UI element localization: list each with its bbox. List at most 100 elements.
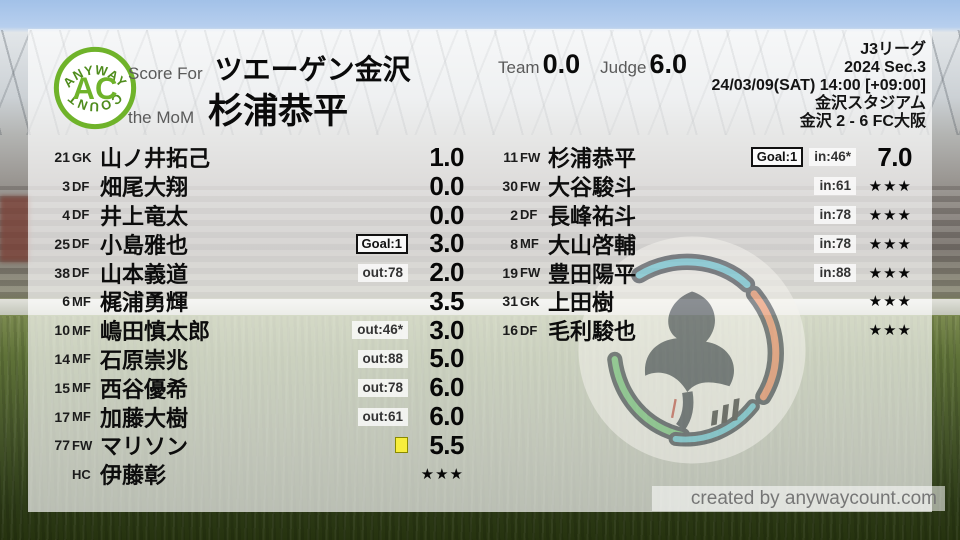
player-position: FW — [520, 265, 541, 281]
player-number: 38 — [54, 264, 70, 281]
player-rating: ★★★ — [868, 322, 912, 340]
player-position: MF — [72, 380, 91, 396]
player-row: 17 MF 加藤大樹 out:61 6.0 — [44, 401, 464, 431]
player-name: 大谷駿斗 — [548, 175, 637, 201]
match-result: 金沢 2 - 6 FC大阪 — [799, 113, 926, 130]
score-for-label: Score For — [128, 64, 203, 83]
score-for-line: Score For ツエーゲン金沢 — [128, 48, 411, 88]
player-rating: ★★★ — [868, 178, 912, 196]
venue-name: 金沢スタジアム — [815, 95, 926, 112]
player-row: 31 GK 上田樹 ★★★ — [492, 287, 912, 316]
player-rating: ★★★ — [420, 466, 464, 484]
player-position: DF — [72, 265, 90, 281]
player-name: 長峰祐斗 — [548, 204, 637, 229]
player-name: 杉浦恭平 — [548, 146, 637, 172]
player-position: FW — [520, 178, 541, 194]
player-position: MF — [72, 351, 91, 367]
player-name: 山ノ井拓己 — [100, 146, 211, 172]
substitution-badge: out:88 — [357, 349, 408, 368]
player-row: 25 DF 小島雅也 Goal:1 3.0 — [44, 228, 464, 259]
player-name: 小島雅也 — [100, 232, 189, 258]
player-number: 4 — [62, 206, 70, 223]
team-score-label: Team — [498, 58, 540, 77]
player-position: DF — [72, 178, 90, 194]
player-row: 11 FW 杉浦恭平 Goal:1 in:46* 7.0 — [492, 142, 912, 172]
team-judge-scores: Team 0.0 Judge 6.0 — [498, 49, 687, 80]
score-card: ANYWAY COUNT AC Score For ツエーゲン金沢 the Mo… — [28, 29, 932, 512]
stadium-stands-left-detail — [0, 196, 30, 262]
player-rating: 0.0 — [429, 199, 464, 230]
substitutes-list: 11 FW 杉浦恭平 Goal:1 in:46* 7.0 30 FW 大谷駿斗 … — [492, 142, 912, 345]
player-position: FW — [520, 149, 541, 165]
player-number: 15 — [54, 379, 70, 396]
player-row: 15 MF 西谷優希 out:78 6.0 — [44, 372, 464, 403]
player-position: HC — [72, 466, 91, 482]
credit-strip: created by anywaycount.com — [652, 486, 945, 511]
player-number: 30 — [502, 178, 518, 195]
player-rating: 6.0 — [429, 372, 464, 403]
player-name: マリソン — [100, 434, 189, 460]
team-score-value: 0.0 — [542, 49, 581, 79]
player-rating: 3.5 — [429, 285, 464, 316]
player-number: 31 — [502, 293, 518, 310]
player-number: 14 — [54, 350, 70, 367]
player-position: MF — [72, 293, 91, 309]
player-name: 山本義道 — [100, 261, 189, 287]
player-name: 石原崇兆 — [100, 347, 189, 373]
player-position: DF — [72, 207, 90, 223]
goal-badge: Goal:1 — [750, 147, 804, 168]
player-number: 17 — [54, 408, 70, 425]
player-position: MF — [520, 236, 539, 252]
player-number: 19 — [502, 264, 518, 281]
player-name: 上田樹 — [548, 290, 615, 316]
player-number: 25 — [54, 235, 70, 252]
league-name: J3リーグ — [860, 41, 926, 58]
player-rating: 1.0 — [429, 141, 464, 172]
player-name: 毛利駿也 — [548, 319, 637, 345]
player-position: DF — [520, 207, 538, 223]
player-name: 大山啓輔 — [548, 232, 637, 258]
player-name: 井上竜太 — [100, 204, 189, 229]
player-row: 19 FW 豊田陽平 in:88 ★★★ — [492, 258, 912, 287]
substitution-badge: in:46* — [809, 148, 856, 167]
soccer-ball-image — [578, 236, 806, 464]
player-row: 10 MF 嶋田慎太郎 out:46* 3.0 — [44, 314, 464, 345]
svg-text:AC: AC — [73, 71, 118, 106]
player-position: MF — [72, 409, 91, 425]
player-row: 16 DF 毛利駿也 ★★★ — [492, 316, 912, 345]
judge-score-value: 6.0 — [649, 49, 687, 79]
player-rating: 2.0 — [429, 257, 464, 288]
player-position: DF — [72, 236, 90, 252]
substitution-badge: in:78 — [814, 205, 856, 224]
player-row: 21 GK 山ノ井拓己 1.0 — [44, 141, 464, 172]
player-name: 西谷優希 — [100, 376, 189, 402]
player-rating: 0.0 — [429, 170, 464, 201]
player-rating: 3.0 — [429, 314, 464, 345]
player-row: 2 DF 長峰祐斗 in:78 ★★★ — [492, 201, 912, 230]
substitution-badge: out:61 — [357, 407, 408, 426]
player-row: 14 MF 石原崇兆 out:88 5.0 — [44, 343, 464, 373]
player-position: GK — [520, 293, 540, 309]
player-rating: ★★★ — [868, 206, 912, 224]
player-number: 6 — [62, 293, 70, 310]
player-row: 3 DF 畑尾大翔 0.0 — [44, 170, 464, 201]
substitution-badge: in:61 — [814, 177, 856, 196]
judge-score-label: Judge — [600, 58, 647, 77]
player-row: HC 伊藤彰 ★★★ — [44, 460, 464, 489]
starters-list: 21 GK 山ノ井拓己 1.0 3 DF 畑尾大翔 0.0 4 DF 井上竜太 … — [44, 141, 464, 489]
season-section: 2024 Sec.3 — [844, 59, 926, 76]
player-rating: 3.0 — [429, 228, 464, 259]
player-position: MF — [72, 322, 91, 338]
player-row: 4 DF 井上竜太 0.0 — [44, 199, 464, 230]
substitution-badge: out:46* — [352, 321, 408, 340]
player-row: 6 MF 梶浦勇輝 3.5 — [44, 285, 464, 316]
player-row: 77 FW マリソン 5.5 — [44, 430, 464, 460]
player-number: 10 — [54, 322, 70, 339]
player-rating: ★★★ — [868, 264, 912, 282]
player-number: 21 — [54, 149, 70, 166]
player-number: 77 — [54, 437, 70, 454]
player-row: 38 DF 山本義道 out:78 2.0 — [44, 257, 464, 288]
player-rating: ★★★ — [868, 235, 912, 253]
player-position: GK — [72, 149, 92, 165]
